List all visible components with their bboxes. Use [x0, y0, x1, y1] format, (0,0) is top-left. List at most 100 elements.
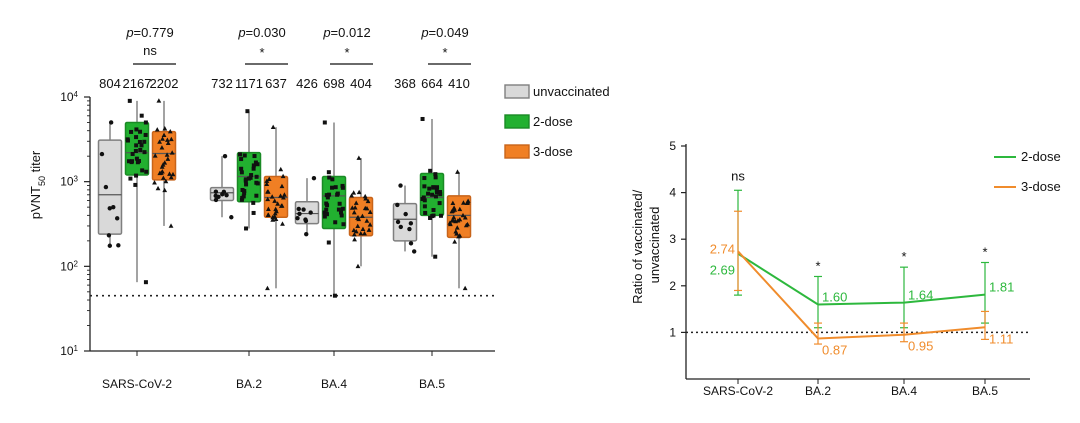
data-point — [327, 240, 331, 244]
data-point — [431, 185, 435, 189]
data-point — [140, 168, 144, 172]
data-point — [455, 169, 460, 173]
data-point — [140, 114, 144, 118]
group-count-label: 2167 — [123, 76, 152, 91]
series-line-3-dose — [738, 251, 985, 338]
right-x-tick-label: BA.4 — [891, 384, 917, 398]
data-point — [439, 214, 443, 218]
data-point — [244, 182, 248, 186]
data-point — [134, 149, 138, 153]
group-count-label: 698 — [323, 76, 345, 91]
right-x-tick-label: BA.2 — [805, 384, 831, 398]
right-y-tick-label: 5 — [669, 139, 676, 153]
group-count-label: 410 — [448, 76, 470, 91]
group-count-label: 404 — [350, 76, 372, 91]
data-point — [337, 208, 341, 212]
data-point — [426, 192, 430, 196]
data-point — [244, 177, 248, 181]
data-point — [325, 212, 329, 216]
data-point — [323, 120, 327, 124]
p-value-label: p=0.030 — [237, 25, 285, 40]
data-point — [144, 280, 148, 284]
value-label: 2.69 — [710, 263, 735, 278]
data-point — [240, 196, 244, 200]
data-point — [330, 186, 334, 190]
data-point — [138, 148, 142, 152]
data-point — [432, 208, 436, 212]
data-point — [428, 169, 432, 173]
left-x-tick-label: SARS-CoV-2 — [102, 377, 172, 391]
left-y-tick-label: 103 — [60, 174, 78, 189]
data-point — [134, 143, 138, 147]
group-count-label: 368 — [394, 76, 416, 91]
data-point — [116, 243, 120, 247]
data-point — [334, 185, 338, 189]
data-point — [435, 189, 439, 193]
data-point — [252, 211, 256, 215]
data-point — [128, 99, 132, 103]
legend-label-3-dose: 3-dose — [1021, 179, 1061, 194]
data-point — [409, 221, 413, 225]
data-point — [422, 195, 426, 199]
data-point — [434, 175, 438, 179]
data-point — [333, 220, 337, 224]
data-point — [421, 117, 425, 121]
data-point — [239, 167, 243, 171]
data-point — [144, 170, 148, 174]
data-point — [242, 191, 246, 195]
data-point — [341, 207, 345, 211]
data-point — [403, 212, 407, 216]
data-point — [335, 193, 339, 197]
data-point — [423, 204, 427, 208]
data-point — [271, 125, 276, 129]
data-point — [140, 143, 144, 147]
legend-swatch-unvaccinated — [505, 85, 529, 98]
data-point — [156, 186, 161, 190]
legend-swatch-3-dose — [505, 145, 529, 158]
data-point — [214, 198, 218, 202]
p-value-label: p=0.012 — [322, 25, 370, 40]
data-point — [214, 190, 218, 194]
data-point — [295, 216, 299, 220]
data-point — [162, 188, 167, 192]
data-point — [144, 133, 148, 137]
value-label: 0.87 — [822, 342, 847, 357]
significance-mark: * — [344, 45, 349, 60]
legend-label-2-dose: 2-dose — [1021, 149, 1061, 164]
data-point — [325, 203, 329, 207]
data-point — [438, 201, 442, 205]
data-point — [245, 109, 249, 113]
right-y-tick-label: 2 — [669, 279, 676, 293]
data-point — [356, 264, 361, 268]
data-point — [251, 201, 255, 205]
value-label: 1.64 — [908, 288, 933, 303]
data-point — [356, 155, 361, 159]
data-point — [398, 183, 402, 187]
data-point — [249, 173, 253, 177]
data-point — [341, 186, 345, 190]
data-point — [104, 185, 108, 189]
group-count-label: 732 — [211, 76, 233, 91]
right-x-tick-label: SARS-CoV-2 — [703, 384, 773, 398]
data-point — [240, 170, 244, 174]
data-point — [278, 167, 283, 171]
group-count-label: 1171 — [235, 76, 263, 91]
left-x-tick-label: BA.5 — [419, 377, 445, 391]
p-value-label: p=0.049 — [420, 25, 468, 40]
data-point — [308, 210, 312, 214]
data-point — [338, 202, 342, 206]
legend-label-2-dose: 2-dose — [533, 114, 573, 129]
data-point — [144, 120, 148, 124]
data-point — [115, 216, 119, 220]
legend-swatch-2-dose — [505, 115, 529, 128]
data-point — [396, 220, 400, 224]
data-point — [169, 223, 174, 227]
data-point — [326, 195, 330, 199]
data-point — [304, 219, 308, 223]
data-point — [297, 207, 301, 211]
data-point — [243, 153, 247, 157]
significance-mark: * — [259, 45, 264, 60]
